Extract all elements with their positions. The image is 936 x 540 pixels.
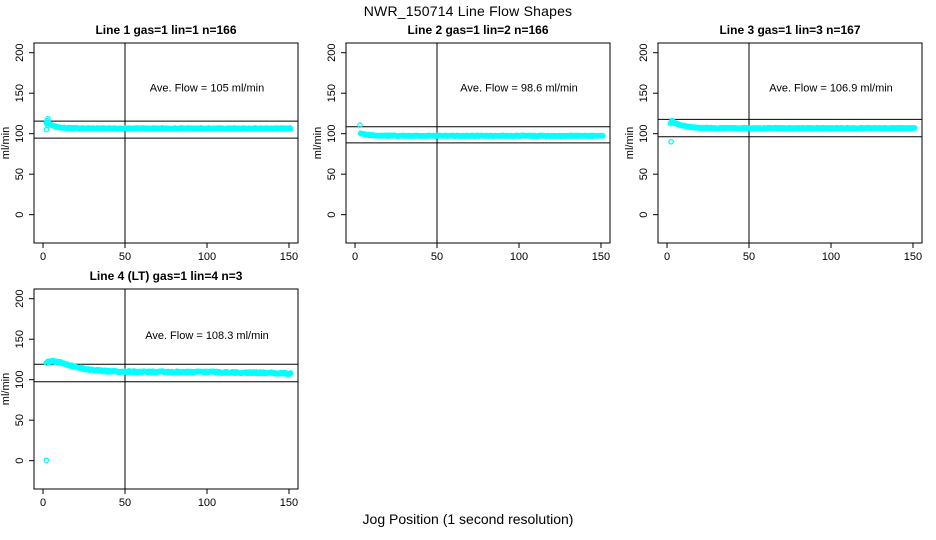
x-tick-label: 150	[592, 251, 610, 263]
y-tick-label: 200	[14, 44, 26, 62]
y-tick-label: 150	[14, 84, 26, 102]
x-tick-label: 0	[352, 251, 358, 263]
data-points	[667, 117, 918, 145]
y-tick-label: 0	[326, 212, 338, 218]
y-tick-label: 0	[14, 212, 26, 218]
y-axis-label: ml/min	[0, 127, 12, 159]
y-tick-label: 200	[638, 44, 650, 62]
plot-box	[345, 42, 611, 244]
x-tick-label: 50	[431, 251, 443, 263]
y-tick-label: 100	[326, 125, 338, 143]
x-tick-label: 150	[280, 251, 298, 263]
ave-flow-annotation: Ave. Flow = 105 ml/min	[150, 83, 264, 95]
y-tick-label: 100	[638, 125, 650, 143]
panel-line-2: 0 50 100 150 0 50 100 150 200 ml/min Line 2 gas=1 …	[312, 23, 611, 263]
y-tick-label: 50	[14, 414, 26, 426]
panel-line-3: 0 50 100 150 0 50 100 150 200 ml/min Line 3 gas=1 …	[624, 23, 923, 263]
y-axis-label: ml/min	[624, 127, 636, 159]
panel-title: Line 1 gas=1 lin=1 n=166	[95, 23, 236, 37]
x-tick-label: 100	[822, 251, 840, 263]
y-tick-label: 50	[326, 168, 338, 180]
y-tick-label: 0	[14, 458, 26, 464]
y-tick-label: 50	[14, 168, 26, 180]
x-tick-label: 150	[904, 251, 922, 263]
data-points	[43, 357, 294, 464]
figure-title: NWR_150714 Line Flow Shapes	[363, 3, 573, 19]
y-tick-label: 200	[14, 290, 26, 308]
panel-title: Line 3 gas=1 lin=3 n=167	[719, 23, 860, 37]
x-tick-label: 100	[198, 251, 216, 263]
y-axis-label: ml/min	[312, 127, 324, 159]
plot-box	[33, 288, 299, 490]
panel-title: Line 4 (LT) gas=1 lin=4 n=3	[90, 269, 243, 283]
y-tick-label: 0	[638, 212, 650, 218]
y-tick-label: 150	[326, 84, 338, 102]
y-tick-label: 100	[14, 371, 26, 389]
plot-box	[657, 42, 923, 244]
x-tick-label: 100	[198, 497, 216, 509]
y-tick-label: 150	[638, 84, 650, 102]
data-points	[357, 122, 606, 140]
y-tick-label: 100	[14, 125, 26, 143]
y-tick-label: 50	[638, 168, 650, 180]
x-tick-label: 150	[280, 497, 298, 509]
x-tick-label: 0	[40, 497, 46, 509]
x-tick-label: 0	[40, 251, 46, 263]
panel-line-4: 0 50 100 150 0 50 100 150 200 ml/min Line 4 (LT) g…	[0, 269, 299, 509]
plot-box	[33, 42, 299, 244]
x-tick-label: 50	[119, 497, 131, 509]
x-tick-label: 100	[510, 251, 528, 263]
y-tick-label: 150	[14, 330, 26, 348]
panel-title: Line 2 gas=1 lin=2 n=166	[407, 23, 548, 37]
ave-flow-annotation: Ave. Flow = 106.9 ml/min	[769, 83, 893, 95]
y-axis-label: ml/min	[0, 373, 12, 405]
ave-flow-annotation: Ave. Flow = 98.6 ml/min	[460, 83, 577, 95]
panel-line-1: 0 50 100 150 0 50 100 150 200 ml/min Line 1 gas=1 …	[0, 23, 299, 263]
x-tick-label: 0	[664, 251, 670, 263]
x-tick-label: 50	[743, 251, 755, 263]
x-tick-label: 50	[119, 251, 131, 263]
data-points	[43, 115, 294, 133]
ave-flow-annotation: Ave. Flow = 108.3 ml/min	[145, 330, 269, 342]
y-tick-label: 200	[326, 44, 338, 62]
x-axis-title: Jog Position (1 second resolution)	[362, 511, 574, 527]
